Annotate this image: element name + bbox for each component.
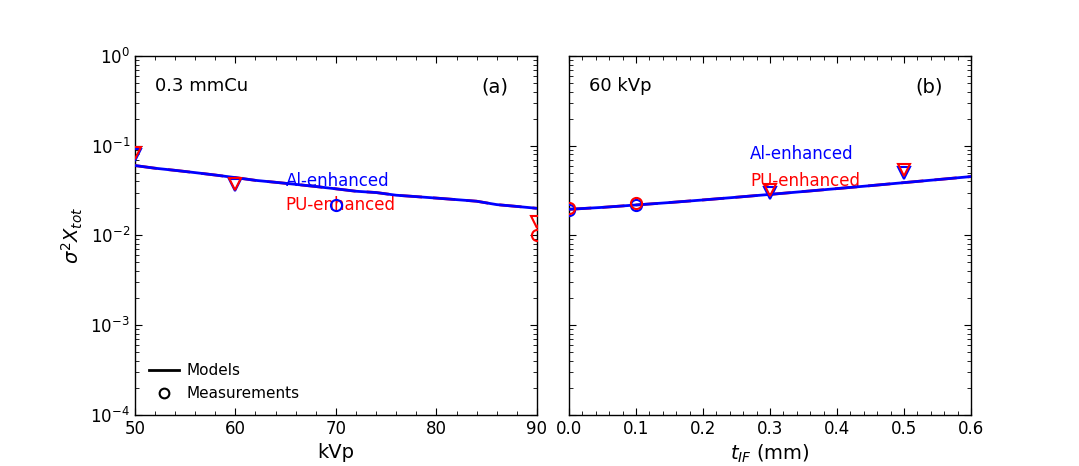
X-axis label: $t_{IF}$ (mm): $t_{IF}$ (mm) — [730, 443, 810, 466]
Text: Al-enhanced: Al-enhanced — [750, 145, 853, 163]
Text: PU-enhanced: PU-enhanced — [286, 196, 396, 213]
Text: (a): (a) — [481, 77, 509, 96]
Text: 0.3 mmCu: 0.3 mmCu — [155, 77, 248, 96]
Text: (b): (b) — [915, 77, 943, 96]
Legend: Models, Measurements: Models, Measurements — [142, 357, 306, 407]
X-axis label: kVp: kVp — [317, 443, 354, 462]
Text: PU-enhanced: PU-enhanced — [750, 172, 860, 190]
Text: Al-enhanced: Al-enhanced — [286, 172, 390, 190]
Y-axis label: $\sigma^2X_{tot}$: $\sigma^2X_{tot}$ — [59, 206, 84, 264]
Text: 60 kVp: 60 kVp — [589, 77, 652, 96]
